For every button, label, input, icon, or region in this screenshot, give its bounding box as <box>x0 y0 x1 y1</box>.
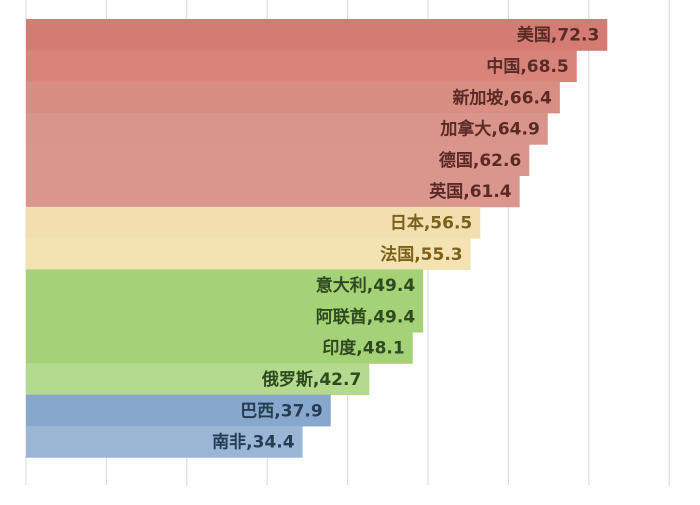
bars <box>26 19 608 458</box>
data-label: 加拿大,64.9 <box>439 119 539 140</box>
bar <box>26 394 331 427</box>
bar <box>26 332 413 364</box>
bar <box>26 81 560 114</box>
data-label: 阿联酋,49.4 <box>316 306 416 327</box>
bar <box>26 144 530 176</box>
data-label: 法国,55.3 <box>380 244 462 265</box>
bar <box>26 300 424 333</box>
bar <box>26 425 303 458</box>
data-label: 俄罗斯,42.7 <box>261 369 361 390</box>
bar <box>26 269 424 302</box>
bar <box>26 50 577 83</box>
data-label: 巴西,37.9 <box>240 401 322 421</box>
data-label: 南非,34.4 <box>212 432 295 453</box>
data-label: 日本,56.5 <box>390 212 472 233</box>
data-label: 德国,62.6 <box>439 150 521 171</box>
bar <box>26 238 471 270</box>
bar <box>26 363 370 396</box>
data-label: 中国,68.5 <box>486 56 568 77</box>
data-label: 印度,48.1 <box>322 338 404 359</box>
bar <box>26 206 481 239</box>
bar <box>26 19 608 51</box>
bar <box>26 175 520 208</box>
data-labels: 美国,72.3 中国,68.5 新加坡,66.4 加拿大,64.9 德国,62.6 英国,… <box>212 25 599 453</box>
data-label: 新加坡,66.4 <box>452 87 552 108</box>
data-label: 意大利,49.4 <box>316 275 416 296</box>
data-label: 英国,61.4 <box>429 181 512 202</box>
bar <box>26 112 548 145</box>
data-label: 美国,72.3 <box>517 25 599 46</box>
